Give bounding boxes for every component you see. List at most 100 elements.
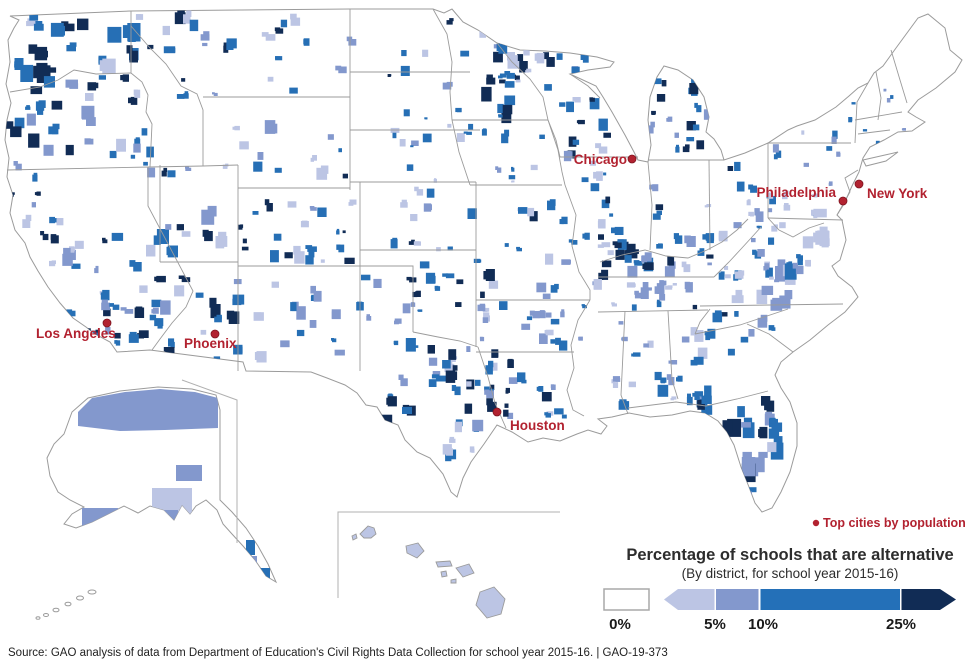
long-island <box>862 151 899 167</box>
district <box>612 382 619 388</box>
district <box>401 199 407 204</box>
hawaii-inset <box>351 525 506 619</box>
district <box>655 204 664 211</box>
district <box>67 310 76 317</box>
district <box>115 340 121 346</box>
district <box>601 260 612 268</box>
district <box>446 81 453 87</box>
district <box>559 340 568 351</box>
district <box>706 110 713 118</box>
district <box>773 436 783 448</box>
district <box>684 281 690 290</box>
district <box>697 250 705 256</box>
district <box>63 247 71 257</box>
district <box>178 275 185 279</box>
district <box>693 356 704 365</box>
district <box>154 276 161 282</box>
district <box>389 74 392 77</box>
district <box>102 237 106 241</box>
district <box>572 97 577 101</box>
district <box>742 451 752 466</box>
district <box>589 98 600 110</box>
district <box>479 30 486 38</box>
district <box>704 394 712 401</box>
city-dot <box>210 329 220 339</box>
district <box>484 389 490 395</box>
district <box>366 316 372 321</box>
hawaii-island <box>450 578 457 584</box>
district <box>784 290 793 300</box>
district <box>784 263 797 280</box>
district <box>611 227 618 234</box>
district <box>763 266 767 271</box>
district <box>130 155 134 159</box>
district <box>589 160 596 166</box>
district <box>139 285 148 293</box>
district <box>112 304 120 310</box>
district <box>486 77 496 85</box>
district <box>105 343 111 350</box>
legend-arrow-segment-2 <box>716 589 759 610</box>
district <box>476 259 482 263</box>
district <box>597 244 604 248</box>
legend-tick-5: 5% <box>704 616 726 633</box>
district <box>652 213 661 220</box>
district <box>49 216 55 224</box>
district <box>902 140 907 144</box>
district <box>773 154 778 160</box>
district <box>308 250 315 258</box>
district <box>122 74 129 82</box>
district <box>131 31 137 39</box>
district <box>417 309 421 312</box>
district <box>667 285 673 288</box>
district <box>147 167 156 178</box>
district <box>837 152 841 157</box>
district <box>452 365 458 371</box>
district <box>713 127 719 135</box>
district <box>401 50 407 57</box>
district <box>393 341 397 345</box>
district <box>503 409 509 417</box>
district <box>656 94 666 102</box>
district <box>590 183 600 192</box>
legend-arrow-segment-3 <box>760 589 900 610</box>
source-line: Source: GAO analysis of data from Depart… <box>8 647 668 659</box>
district <box>335 351 343 356</box>
district <box>399 139 406 147</box>
district <box>103 308 111 317</box>
district <box>107 26 122 43</box>
district <box>797 257 803 266</box>
district <box>532 32 543 45</box>
district <box>544 330 551 334</box>
district <box>460 50 470 57</box>
district <box>754 457 765 473</box>
district <box>189 19 199 32</box>
city-label: Phoenix <box>184 336 237 351</box>
district <box>267 76 274 82</box>
district <box>52 123 60 130</box>
district <box>652 184 659 192</box>
district <box>157 321 163 329</box>
district <box>402 303 411 314</box>
district <box>186 10 192 17</box>
district <box>667 256 675 266</box>
district <box>546 57 555 67</box>
district <box>764 402 770 411</box>
legend-title: Percentage of schools that are alternati… <box>626 546 953 564</box>
district <box>40 311 45 315</box>
district <box>768 428 780 439</box>
district <box>779 222 786 229</box>
district <box>446 450 452 456</box>
district <box>331 311 339 319</box>
district <box>343 230 346 233</box>
district <box>633 352 641 357</box>
district <box>750 213 754 217</box>
district <box>212 92 215 95</box>
district <box>223 45 229 53</box>
city-dot <box>854 179 864 189</box>
district <box>454 386 461 396</box>
hawaii-island <box>435 560 453 568</box>
district <box>555 337 561 345</box>
district <box>290 17 301 26</box>
district <box>795 265 804 275</box>
